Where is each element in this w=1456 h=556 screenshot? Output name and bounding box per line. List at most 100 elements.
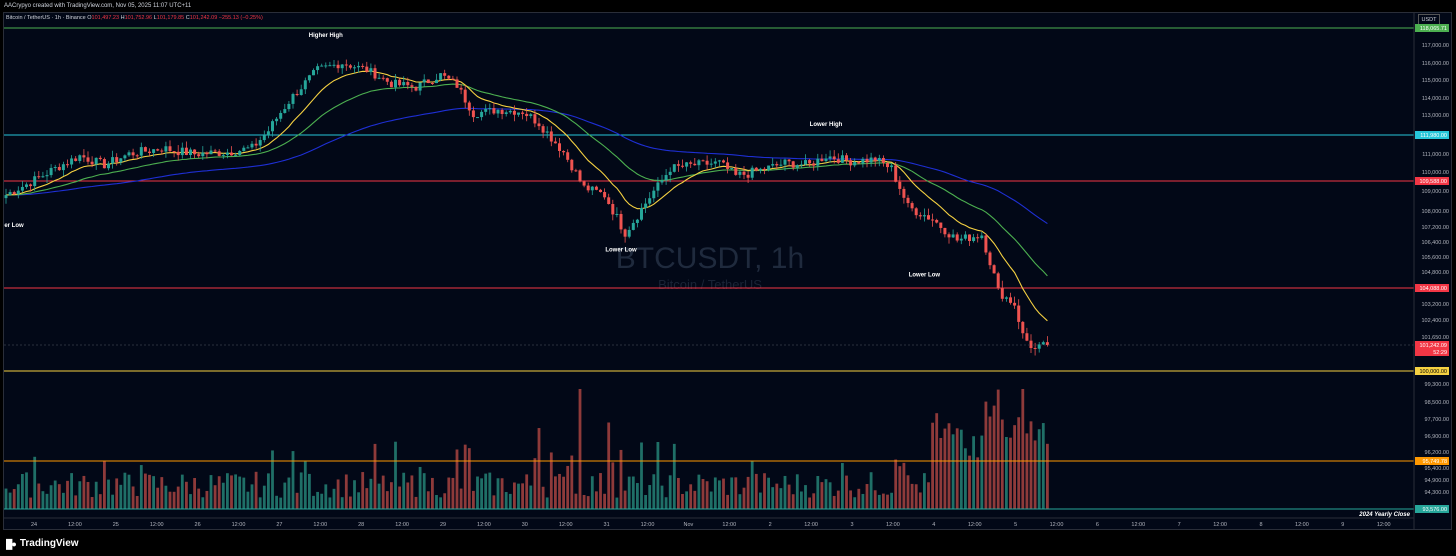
candle-body bbox=[238, 150, 242, 156]
candle-body bbox=[816, 158, 820, 166]
candle-body bbox=[205, 152, 209, 155]
x-tick-label: 27 bbox=[276, 522, 282, 528]
candle-body bbox=[623, 229, 627, 237]
candle-body bbox=[886, 163, 889, 168]
volume-bar bbox=[62, 492, 65, 509]
candle-body bbox=[972, 237, 976, 242]
volume-bar bbox=[582, 494, 586, 509]
price-level-tag bbox=[1415, 367, 1449, 375]
volume-bar bbox=[853, 497, 857, 509]
candle-body bbox=[160, 150, 164, 152]
candle-body bbox=[480, 111, 484, 118]
x-tick-label: 4 bbox=[932, 522, 935, 528]
candle-body bbox=[299, 89, 303, 96]
y-tick-label: 114,000.00 bbox=[1422, 96, 1449, 102]
candle-body bbox=[164, 146, 168, 152]
volume-bar bbox=[677, 477, 680, 509]
volume-bar bbox=[931, 422, 934, 509]
volume-bar bbox=[693, 490, 697, 509]
candle-body bbox=[685, 162, 689, 167]
tradingview-logo[interactable]: █● TradingView bbox=[6, 538, 79, 549]
volume-bar bbox=[566, 465, 570, 509]
y-tick-label: 111,000.00 bbox=[1422, 152, 1449, 158]
x-tick-label: 12:00 bbox=[477, 522, 491, 528]
x-tick-label: 25 bbox=[113, 522, 119, 528]
volume-bar bbox=[619, 449, 623, 509]
volume-bar bbox=[918, 492, 922, 509]
volume-bar bbox=[988, 416, 992, 509]
volume-bar bbox=[623, 490, 627, 509]
price-level-label: 104,088.00 bbox=[1419, 286, 1447, 292]
volume-bar bbox=[709, 491, 713, 509]
candle-body bbox=[902, 188, 906, 198]
close-label: C bbox=[185, 15, 190, 21]
y-tick-label: 113,000.00 bbox=[1422, 113, 1449, 119]
volume-bar bbox=[443, 493, 447, 509]
x-tick-label: 7 bbox=[1178, 522, 1181, 528]
volume-bar bbox=[627, 476, 631, 509]
candle-body bbox=[619, 213, 623, 230]
y-tick-label: 105,600.00 bbox=[1421, 255, 1449, 261]
volume-bar bbox=[406, 482, 410, 509]
volume-bar bbox=[21, 473, 24, 509]
candle-body bbox=[664, 175, 668, 181]
candle-body bbox=[508, 110, 512, 113]
candle-body bbox=[644, 203, 648, 208]
candle-body bbox=[189, 149, 192, 156]
candle-body bbox=[783, 159, 787, 165]
volume-bar bbox=[320, 493, 324, 509]
x-tick-label: 29 bbox=[440, 522, 446, 528]
volume-bar bbox=[230, 475, 233, 509]
volume-bar bbox=[513, 482, 516, 509]
volume-bar bbox=[349, 496, 352, 509]
candle-body bbox=[996, 273, 1000, 289]
candle-body bbox=[57, 166, 61, 171]
candle-body bbox=[812, 163, 816, 166]
candle-body bbox=[279, 112, 283, 119]
volume-bar bbox=[381, 475, 385, 509]
x-tick-label: 8 bbox=[1259, 522, 1262, 528]
candle-body bbox=[763, 168, 766, 170]
volume-bar bbox=[1009, 437, 1012, 509]
volume-bar bbox=[16, 484, 20, 509]
candle-body bbox=[467, 102, 471, 111]
candle-body bbox=[266, 131, 270, 136]
volume-bar bbox=[476, 476, 479, 509]
volume-bar bbox=[111, 494, 114, 509]
volume-bar bbox=[652, 474, 656, 509]
candle-body bbox=[295, 94, 299, 96]
volume-bar bbox=[508, 493, 512, 509]
candle-body bbox=[78, 155, 82, 161]
candle-body bbox=[693, 163, 697, 166]
candle-body bbox=[931, 219, 935, 221]
volume-bar bbox=[959, 429, 963, 509]
candle-body bbox=[1045, 342, 1049, 345]
candle-body bbox=[369, 68, 373, 72]
volume-bar bbox=[705, 481, 709, 509]
candle-body bbox=[385, 78, 389, 82]
volume-bar bbox=[726, 494, 729, 509]
candle-body bbox=[123, 155, 127, 159]
candle-body bbox=[627, 229, 631, 237]
candle-body bbox=[730, 168, 734, 170]
price-level-label: 111,980.00 bbox=[1420, 133, 1447, 139]
volume-bar bbox=[49, 485, 53, 509]
volume-bar bbox=[923, 473, 926, 509]
symbol-line[interactable]: Bitcoin / TetherUS · 1h · Binance bbox=[6, 15, 86, 21]
candle-body bbox=[988, 252, 992, 266]
volume-bar bbox=[373, 443, 377, 509]
volume-bar bbox=[4, 488, 8, 509]
volume-bar bbox=[570, 455, 574, 509]
candle-body bbox=[607, 197, 611, 205]
candle-body bbox=[943, 227, 947, 235]
candle-body bbox=[312, 70, 315, 76]
candle-body bbox=[1009, 297, 1012, 303]
low-value: 101,179.85 bbox=[156, 15, 185, 21]
candle-body bbox=[344, 64, 348, 66]
x-tick-label: 12:00 bbox=[232, 522, 246, 528]
candle-body bbox=[541, 126, 545, 133]
volume-bar bbox=[1013, 425, 1016, 509]
candle-body bbox=[471, 110, 475, 118]
volume-bar bbox=[964, 448, 967, 509]
